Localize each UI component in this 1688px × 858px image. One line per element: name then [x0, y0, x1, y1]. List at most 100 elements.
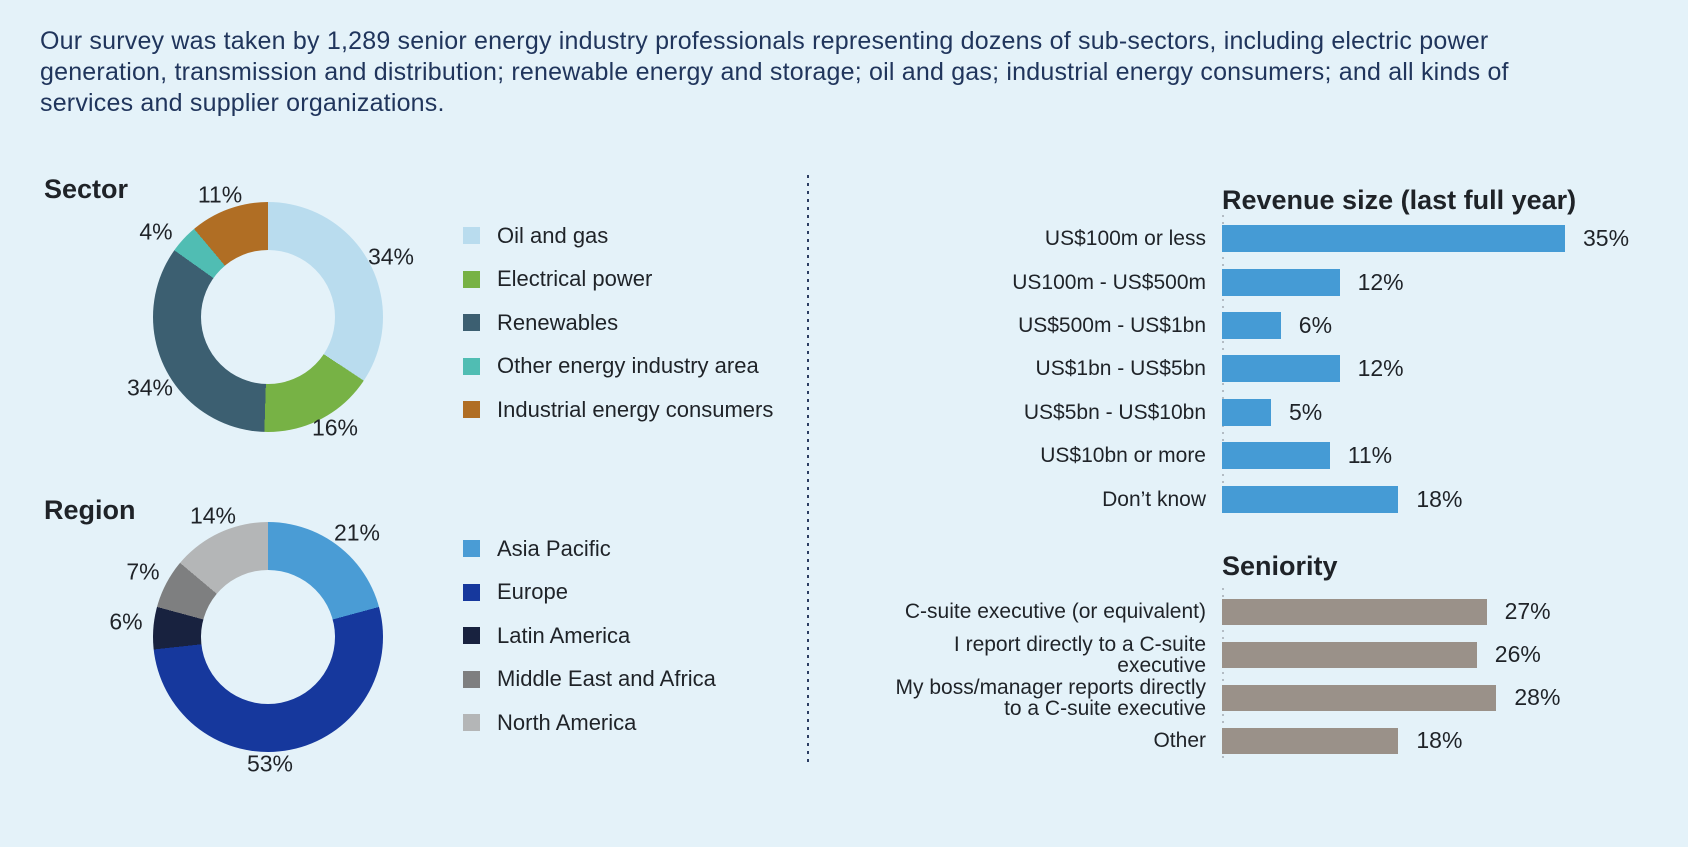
seniority-bar: [1222, 684, 1497, 711]
region-legend-swatch: [463, 627, 480, 645]
seniority-bar-track: 18%: [1222, 719, 1685, 762]
sector-donut-hole: [201, 250, 335, 384]
seniority-value-label: 28%: [1514, 684, 1561, 710]
region-legend-label: Europe: [497, 579, 568, 605]
region-donut-chart: [153, 522, 383, 752]
seniority-bar-rows: C-suite executive (or equivalent) 27% I re…: [880, 590, 1685, 762]
seniority-category-label: C-suite executive (or equivalent): [904, 600, 1206, 623]
sector-slice-value-label: 16%: [311, 414, 359, 441]
revenue-bar-row: US100m - US$500m 12%: [880, 260, 1685, 303]
seniority-value-label: 26%: [1494, 641, 1541, 667]
seniority-category-label: I report directly to a C-suite executive: [953, 632, 1206, 677]
revenue-bar-row: US$1bn - US$5bn 12%: [880, 347, 1685, 390]
region-legend: Asia Pacific Europe Latin America Middle Ea…: [463, 527, 716, 745]
seniority-category-label: Other: [1153, 729, 1206, 752]
region-legend-row: Asia Pacific: [463, 527, 716, 571]
revenue-value-label: 12%: [1357, 268, 1404, 295]
region-legend-label: Asia Pacific: [497, 535, 611, 561]
revenue-value-label: 35%: [1583, 225, 1630, 252]
region-slice-value-label: 53%: [246, 750, 294, 777]
sector-legend-swatch: [463, 357, 480, 375]
sector-legend-swatch: [463, 401, 480, 419]
region-slice-value-label: 14%: [189, 502, 237, 529]
region-legend-row: Latin America: [463, 614, 716, 658]
revenue-bar-track: 12%: [1222, 347, 1685, 390]
revenue-bar-track: 35%: [1222, 217, 1685, 260]
bottom-white-strip: [0, 847, 1688, 858]
sector-slice-value-label: 34%: [367, 243, 415, 270]
revenue-value-label: 6%: [1298, 311, 1333, 338]
revenue-value-label: 18%: [1416, 485, 1463, 512]
revenue-value-label: 11%: [1347, 442, 1393, 469]
region-legend-label: Latin America: [497, 622, 631, 648]
seniority-bar-row: Other 18%: [880, 719, 1685, 762]
region-legend-swatch: [463, 540, 480, 558]
seniority-bar-track: 27%: [1222, 590, 1685, 633]
revenue-bar: [1222, 225, 1565, 253]
seniority-bar-track: 28%: [1222, 676, 1685, 719]
region-legend-swatch: [463, 670, 480, 688]
sector-legend-row: Other energy industry area: [463, 345, 773, 389]
sector-chart-title: Sector: [44, 174, 129, 204]
region-chart-title: Region: [44, 495, 136, 525]
revenue-bar: [1222, 311, 1281, 339]
revenue-bar-row: US$5bn - US$10bn 5%: [880, 391, 1685, 434]
sector-legend-swatch: [463, 314, 480, 332]
revenue-bar: [1222, 442, 1330, 470]
revenue-category-label: US$500m - US$1bn: [1018, 313, 1206, 337]
seniority-bar-track: 26%: [1222, 633, 1685, 676]
vertical-dotted-divider: [807, 175, 809, 763]
seniority-bar: [1222, 598, 1487, 625]
seniority-bar-chart: Seniority C-suite executive (or equivale…: [880, 545, 1685, 775]
seniority-chart-title: Seniority: [1222, 551, 1338, 581]
sector-legend-label: Other energy industry area: [497, 353, 759, 379]
revenue-bar-track: 5%: [1222, 391, 1685, 434]
revenue-bar-chart: Revenue size (last full year) US$100m or…: [880, 170, 1685, 540]
revenue-category-label: US$10bn or more: [1040, 444, 1206, 468]
sector-slice-value-label: 34%: [126, 374, 174, 401]
seniority-bar-row: I report directly to a C-suite executive…: [880, 633, 1685, 676]
revenue-bar-row: US$500m - US$1bn 6%: [880, 304, 1685, 347]
sector-slice-value-label: 11%: [197, 181, 243, 208]
revenue-bar-track: 11%: [1222, 434, 1685, 477]
revenue-category-label: US$100m or less: [1044, 227, 1206, 251]
region-donut-hole: [201, 570, 335, 704]
sector-legend-label: Oil and gas: [497, 222, 609, 248]
revenue-category-label: US100m - US$500m: [1012, 270, 1206, 294]
seniority-axis-line: [1222, 588, 1224, 762]
region-legend-swatch: [463, 583, 480, 601]
revenue-bar-row: US$100m or less 35%: [880, 217, 1685, 260]
sector-legend-row: Electrical power: [463, 258, 773, 302]
seniority-bar-row: My boss/manager reports directly to a C-…: [880, 676, 1685, 719]
sector-legend: Oil and gas Electrical power Renewables Oth…: [463, 214, 773, 432]
region-legend-row: Europe: [463, 571, 716, 615]
revenue-bar-track: 6%: [1222, 304, 1685, 347]
revenue-bar: [1222, 268, 1340, 296]
seniority-category-label: My boss/manager reports directly to a C-…: [895, 675, 1206, 720]
sector-legend-swatch: [463, 270, 480, 288]
revenue-bar-row: Don’t know 18%: [880, 477, 1685, 520]
region-legend-row: Middle East and Africa: [463, 658, 716, 702]
revenue-bar-track: 12%: [1222, 260, 1685, 303]
revenue-bar: [1222, 485, 1399, 513]
seniority-bar-row: C-suite executive (or equivalent) 27%: [880, 590, 1685, 633]
revenue-category-label: US$1bn - US$5bn: [1035, 357, 1206, 381]
sector-legend-row: Oil and gas: [463, 214, 773, 258]
revenue-chart-title: Revenue size (last full year): [1222, 185, 1577, 215]
seniority-bar: [1222, 727, 1399, 754]
seniority-bar: [1222, 641, 1477, 668]
sector-legend-row: Renewables: [463, 301, 773, 345]
seniority-value-label: 27%: [1504, 598, 1551, 624]
region-slice-value-label: 6%: [109, 608, 143, 635]
region-slice-value-label: 21%: [333, 519, 381, 546]
region-legend-row: North America: [463, 701, 716, 745]
revenue-bar-row: US$10bn or more 11%: [880, 434, 1685, 477]
revenue-value-label: 5%: [1289, 398, 1323, 425]
region-slice-value-label: 7%: [126, 558, 160, 585]
revenue-bar: [1222, 398, 1271, 426]
region-legend-label: Middle East and Africa: [497, 666, 716, 692]
sector-donut-chart: [153, 202, 383, 432]
revenue-bar-rows: US$100m or less 35% US100m - US$500m 12% US$…: [880, 217, 1685, 521]
revenue-category-label: Don’t know: [1102, 487, 1206, 511]
